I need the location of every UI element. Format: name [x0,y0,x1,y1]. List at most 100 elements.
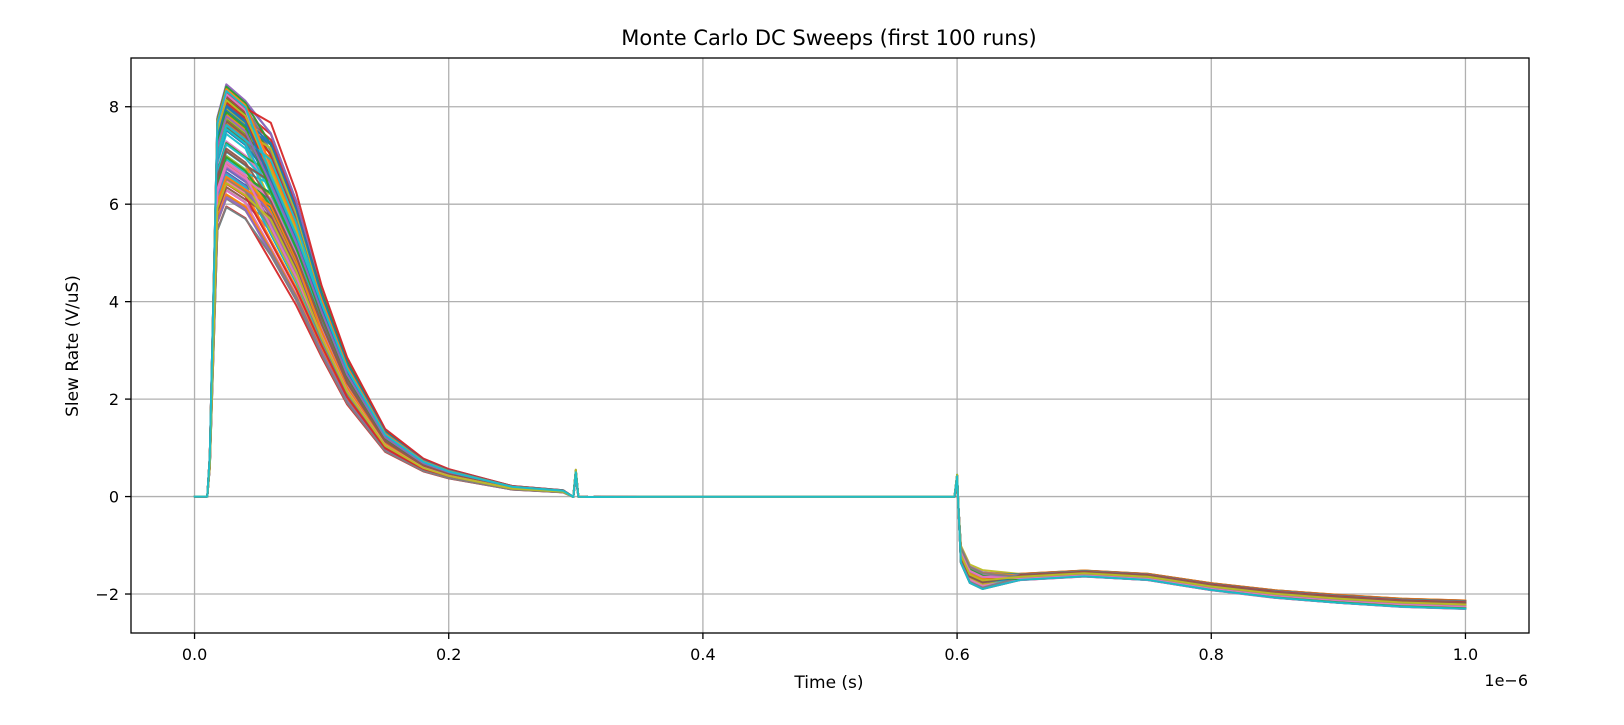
series-line-run [193,124,1467,607]
series-line-run [193,124,1467,603]
series-lines [193,83,1467,610]
series-line-run [193,104,1467,610]
series-line-run [193,132,1467,610]
y-axis-label: Slew Rate (V/uS) [63,275,83,417]
series-line-run [193,175,1467,604]
series-line-run [193,84,1467,605]
x-tick-label: 0.6 [944,645,969,664]
series-line-run [193,150,1467,602]
series-line-run [193,171,1467,605]
series-line-run [193,182,1467,606]
series-line-run [193,83,1467,608]
series-line-run [193,84,1467,606]
series-line-run [193,116,1467,604]
series-line-run [193,107,1467,602]
series-line-run [193,140,1467,607]
series-line-run [193,179,1467,608]
series-line-run [193,99,1467,607]
series-line-run [193,129,1467,610]
series-line-run [193,119,1467,605]
series-line-run [193,163,1467,606]
series-line-run [193,104,1467,606]
series-line-run [193,182,1467,608]
series-line-run [193,90,1467,610]
series-line-run [193,120,1467,610]
series-line-run [193,92,1467,602]
series-line-run [193,165,1467,608]
axis-ticks: 0.0 0.2 0.4 0.6 0.8 1.0 −2 0 2 4 6 8 [95,98,1478,664]
series-line-run [193,94,1467,602]
series-line-run [193,194,1467,603]
grid-lines [131,58,1529,633]
series-line-run [193,166,1467,603]
series-line-run [193,85,1467,605]
series-line-run [193,165,1467,605]
x-tick-label: 0.4 [690,645,715,664]
series-line-run [193,120,1467,606]
series-line-run [193,84,1467,608]
series-line-run [193,162,1467,609]
series-line-run [193,186,1467,603]
series-line-run [193,206,1467,606]
y-tick-label: 2 [109,390,119,409]
series-line-run [193,161,1467,608]
series-line-run [193,162,1467,605]
series-line-run [193,159,1467,607]
y-tick-label: 6 [109,195,119,214]
series-line-run [193,108,1467,603]
series-line-run [193,178,1467,604]
series-line-run [193,164,1467,610]
series-line-run [193,158,1467,604]
series-line-run [193,123,1467,605]
series-line-run [193,196,1467,605]
series-line-run [193,182,1467,604]
series-line-run [193,163,1467,604]
series-line-run [193,105,1467,607]
series-line-run [193,96,1467,603]
series-line-run [193,101,1467,608]
series-line-run [193,116,1467,607]
series-line-run [193,109,1467,605]
y-tick-label: −2 [95,585,119,604]
y-tick-label: 0 [109,488,119,507]
series-line-run [193,129,1467,608]
series-line-run [193,122,1467,608]
series-line-run [193,147,1467,604]
x-tick-label: 0.8 [1199,645,1224,664]
series-line-run [193,171,1467,608]
series-line-run [193,193,1467,603]
x-tick-label: 0.0 [182,645,207,664]
series-line-run [193,150,1467,609]
series-line-run [193,166,1467,608]
series-line-run [193,172,1467,606]
chart-title: Monte Carlo DC Sweeps (first 100 runs) [621,26,1036,50]
y-tick-label: 4 [109,293,119,312]
series-line-run [193,90,1467,610]
series-line-run [193,102,1467,606]
series-line-run [193,177,1467,608]
x-axis-label: Time (s) [793,673,863,693]
series-line-run [193,163,1467,609]
series-line-run [193,92,1467,606]
series-line-run [193,205,1467,604]
x-axis-offset-text: 1e−6 [1484,671,1528,690]
series-line-run [193,156,1467,607]
series-line-run [193,116,1467,608]
series-line-run [193,126,1467,602]
series-line-run [193,125,1467,603]
series-line-run [193,154,1467,605]
series-line-run [193,105,1467,607]
series-line-run [193,129,1467,608]
series-line-run [193,143,1467,606]
series-line-run [193,115,1467,604]
x-tick-label: 1.0 [1453,645,1478,664]
series-line-run [193,88,1467,602]
series-line-run [193,99,1467,603]
series-line-run [193,176,1467,604]
series-line-run [193,175,1467,610]
series-line-run [193,197,1467,610]
series-line-run [193,206,1467,608]
series-line-run [193,173,1467,608]
x-tick-label: 0.2 [436,645,461,664]
